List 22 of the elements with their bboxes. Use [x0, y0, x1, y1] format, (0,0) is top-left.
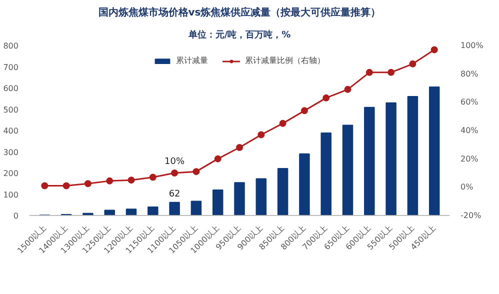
y-tick-label: 0 [13, 212, 19, 220]
y2-tick-label: 80% [460, 69, 479, 78]
y2-tick-label: 0% [460, 182, 474, 192]
y-tick-label: 700 [3, 62, 19, 72]
y2-tick-label: -20% [460, 211, 482, 220]
y-tick-label: 800 [3, 42, 19, 50]
y-tick-label: 300 [3, 148, 19, 157]
y2-tick-label: 60% [460, 98, 479, 107]
chart-title: 国内炼焦煤市场价格vs炼焦煤供应减量（按最大可供应量推算） [98, 6, 381, 18]
y-tick-label: 400 [3, 126, 19, 136]
y-tick-label: 500 [3, 105, 19, 114]
y-tick-label: 200 [3, 169, 19, 178]
legend-label: 累计减量比例（右轴） [245, 55, 325, 66]
y-tick-label: 600 [3, 84, 19, 93]
data-label: 10% [164, 157, 185, 167]
data-label: 62 [168, 189, 180, 200]
y2-tick-label: 20% [460, 154, 479, 164]
chart-subtitle: 单位：元/吨，百万吨，% [187, 30, 291, 40]
legend-label: 累计减量 [176, 55, 208, 66]
y2-tick-label: 100% [460, 41, 484, 50]
y-tick-label: 100 [3, 190, 19, 200]
y2-tick-label: 40% [460, 126, 479, 135]
